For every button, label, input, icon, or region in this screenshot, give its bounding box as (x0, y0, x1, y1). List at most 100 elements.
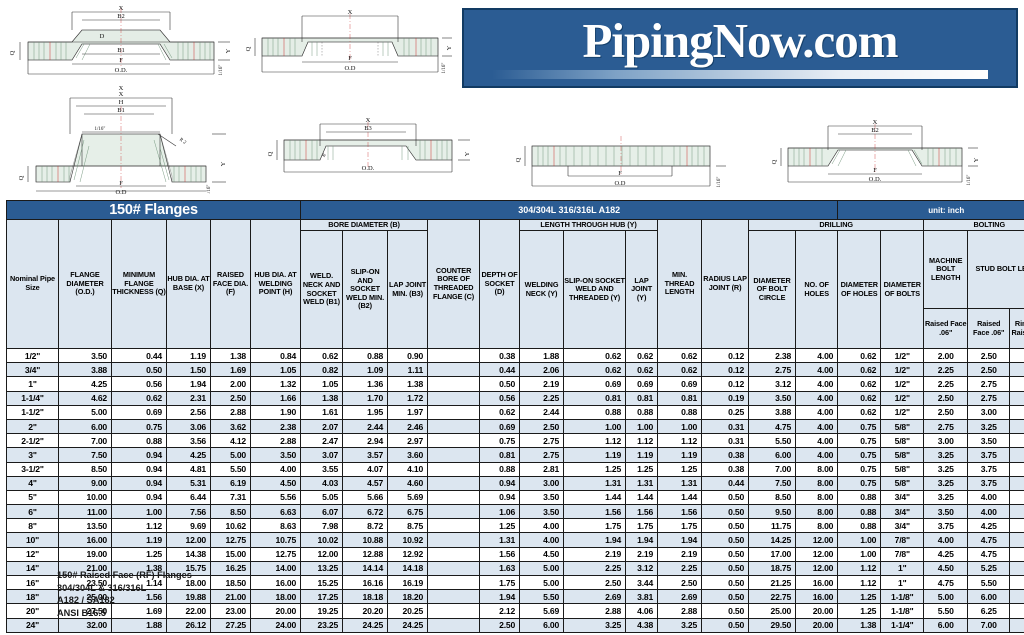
svg-text:1/16": 1/16" (207, 185, 212, 194)
table-cell: 2.12 (479, 603, 521, 619)
table-cell: 6.63 (249, 504, 302, 520)
table-cell: 5.25 (1009, 546, 1024, 562)
table-cell: 0.31 (701, 433, 750, 449)
table-cell: 5.50 (748, 433, 797, 449)
table-cell: 21.00 (210, 589, 251, 605)
table-cell: 3.75 (967, 447, 1011, 463)
col-bore-b1: WELD. NECK AND SOCKET WELD (B1) (300, 230, 344, 349)
col-lth-lap-joint: LAP JOINT (Y) (625, 230, 659, 349)
table-cell (427, 589, 481, 605)
table-cell: 14.25 (748, 532, 797, 548)
table-cell: 4.50 (1009, 504, 1024, 520)
table-cell: 0.84 (249, 347, 302, 364)
table-cell: 2.50 (967, 347, 1011, 364)
table-row: 4" 9.00 0.94 5.31 6.19 4.50 4.03 4.57 4.60 0.94 3.… (6, 475, 1024, 491)
table-cell: 1.25 (625, 461, 659, 477)
table-cell: 5.50 (923, 603, 969, 619)
table-cell: 2.75 (519, 447, 565, 463)
table-cell (427, 418, 481, 435)
table-cell: 2.97 (387, 433, 429, 449)
table-cell: 4.25 (1009, 475, 1024, 491)
svg-text:F: F (119, 180, 123, 187)
table-cell: 0.75 (837, 475, 882, 491)
table-cell: 2.44 (342, 418, 389, 435)
table-cell: 0.75 (837, 447, 882, 463)
col-diameter-of-bolt-circle: DIAMETER OF BOLT CIRCLE (748, 230, 797, 349)
table-cell: 0.12 (701, 376, 750, 392)
table-cell: 18.00 (249, 589, 302, 605)
table-cell: 3.88 (58, 362, 112, 378)
table-cell: 8.63 (249, 518, 302, 534)
table-cell: 10.88 (342, 532, 389, 548)
table-cell: 3.06 (166, 418, 211, 435)
table-cell: 0.62 (625, 347, 659, 364)
col-diameter-of-bolts: DIAMETER OF BOLTS (880, 230, 925, 349)
table-cell: 0.75 (111, 418, 167, 435)
group-machine-bolt-length: MACHINE BOLT LENGTH (923, 230, 969, 309)
col-stud-bolt-raised-face: Raised Face .06" (967, 308, 1011, 349)
table-cell: 8.75 (387, 518, 429, 534)
table-cell: 16.00 (249, 574, 302, 591)
table-cell: 1.00 (563, 418, 627, 435)
table-cell: 3.25 (923, 489, 969, 506)
table-cell: 5/8" (880, 433, 925, 449)
table-cell: 0.94 (111, 489, 167, 506)
table-cell: 19.25 (300, 603, 344, 619)
table-cell: 0.69 (657, 376, 703, 392)
table-cell: 1.19 (166, 347, 211, 364)
table-row: 1-1/2" 5.00 0.69 2.56 2.88 1.90 1.61 1.95 1.97 0.… (6, 404, 1024, 420)
table-cell: 1.72 (387, 390, 429, 406)
table-cell: 1/2" (880, 347, 925, 364)
table-cell: 12.88 (342, 546, 389, 562)
table-cell: 4.75 (967, 546, 1011, 562)
table-row: 2-1/2" 7.00 0.88 3.56 4.12 2.88 2.47 2.94 2.97 0.… (6, 433, 1024, 449)
svg-text:Q: Q (771, 159, 778, 164)
table-row: 2" 6.00 0.75 3.06 3.62 2.38 2.07 2.44 2.46 0.69 2.… (6, 418, 1024, 435)
table-cell: 4.00 (923, 532, 969, 548)
table-cell: 1-1/8" (880, 603, 925, 619)
lap-joint-flange-diagram: X B3 O.D. Q Y R (262, 110, 482, 190)
table-cell (427, 433, 481, 449)
table-unit-label: unit: inch (837, 200, 1024, 220)
table-cell: 2.50 (210, 390, 251, 406)
svg-text:H: H (119, 99, 124, 106)
table-cell: 0.88 (837, 518, 882, 534)
table-cell: 0.62 (657, 347, 703, 364)
table-cell: 5.00 (210, 447, 251, 463)
table-row: 5" 10.00 0.94 6.44 7.31 5.56 5.05 5.66 5.69 0.94 3… (6, 489, 1024, 506)
table-cell: 14.18 (387, 560, 429, 577)
table-cell: 12.00 (795, 546, 839, 562)
table-row: 12" 19.00 1.25 14.38 15.00 12.75 12.00 12.88 12.… (6, 546, 1024, 562)
cell-nominal-pipe-size: 3" (6, 447, 59, 463)
svg-text:O.D.: O.D. (362, 165, 375, 172)
table-cell: 3.25 (1009, 376, 1024, 392)
table-cell (427, 362, 481, 378)
col-nominal-pipe-size: Nominal Pipe Size (6, 219, 59, 349)
table-cell: 1.31 (657, 475, 703, 491)
table-cell: 3.25 (923, 461, 969, 477)
table-cell: 27.25 (210, 617, 251, 633)
header-bolt-face-row: Raised Face .06" Raised Face .06" Ring J… (7, 308, 1024, 349)
table-cell: 4.10 (387, 461, 429, 477)
cell-nominal-pipe-size: 5" (6, 489, 59, 506)
table-cell: 6.00 (967, 589, 1011, 605)
table-cell: 4.07 (342, 461, 389, 477)
col-counter-bore: COUNTER BORE OF THREADED FLANGE (C) (427, 219, 481, 349)
table-cell: 4.50 (249, 475, 302, 491)
table-cell: 6.25 (967, 603, 1011, 619)
table-cell: 0.62 (563, 362, 627, 378)
table-cell: 2.50 (479, 617, 521, 633)
table-cell: 6.19 (210, 475, 251, 491)
table-cell: 2.19 (519, 376, 565, 392)
table-cell: 0.50 (479, 376, 521, 392)
table-cell: 8.00 (795, 518, 839, 534)
table-cell: 0.88 (657, 404, 703, 420)
table-cell: 0.88 (563, 404, 627, 420)
table-cell: 0.50 (701, 532, 750, 548)
table-cell: 6.50 (1009, 589, 1024, 605)
table-cell: 22.75 (748, 589, 797, 605)
table-cell: 2.25 (657, 560, 703, 577)
table-cell: 3.75 (1009, 418, 1024, 435)
svg-text:Q: Q (515, 157, 522, 162)
table-cell: 2.25 (923, 376, 969, 392)
